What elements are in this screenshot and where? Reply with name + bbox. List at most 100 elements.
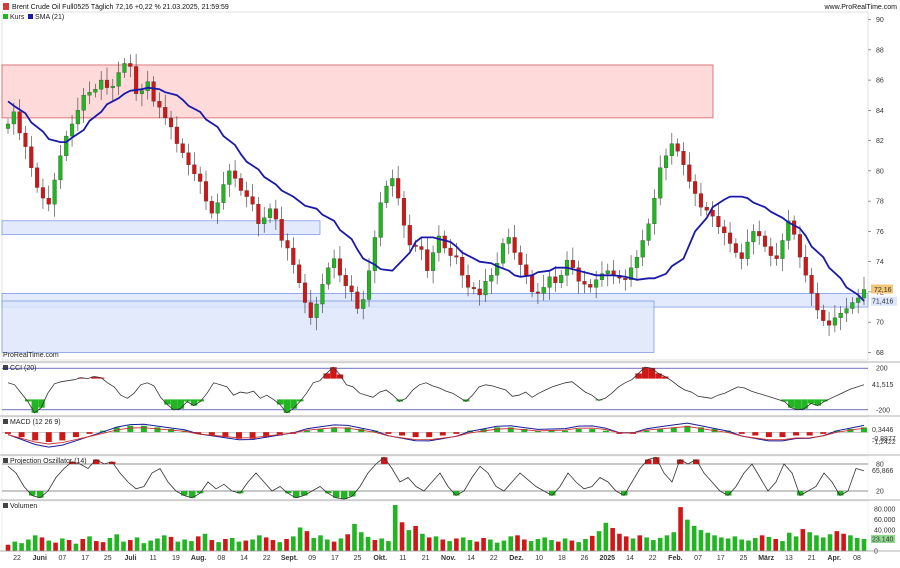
candle-103 (605, 270, 610, 274)
cci-title-icon (3, 365, 8, 370)
candle-49 (291, 247, 296, 265)
cci-fill-50 (336, 374, 344, 379)
cci-fill-59 (396, 399, 404, 402)
macd-hist-36 (494, 427, 501, 433)
volume-bar-60 (413, 525, 418, 551)
candle-37 (221, 184, 226, 203)
macd-title: MACD (12 26 9) (10, 419, 61, 426)
projection-fill-35 (285, 491, 292, 494)
candle-142 (832, 317, 837, 326)
volume-bar-9 (66, 540, 72, 551)
projection-fill-86 (693, 459, 700, 464)
candle-116 (681, 151, 686, 165)
macd-hist-49 (670, 427, 677, 433)
macd-signal-line (7, 426, 865, 445)
candle-100 (588, 284, 593, 288)
volume-tick-40.000: 40.000 (874, 528, 896, 535)
macd-hist-42 (575, 429, 582, 433)
brand-label[interactable]: www.ProRealTime.com (824, 4, 898, 11)
volume-bar-55 (379, 538, 384, 551)
candle-6 (40, 187, 45, 199)
volume-bar-122 (834, 531, 840, 551)
candle-11 (70, 123, 75, 137)
volume-bar-86 (589, 535, 595, 551)
macd-hist-24 (331, 427, 338, 433)
candle-109 (640, 240, 645, 258)
candle-25 (151, 81, 156, 102)
x-tick-label-5: Juli (124, 555, 136, 562)
volume-bar-35 (243, 540, 249, 551)
cci-fill-117 (781, 399, 788, 402)
sma-value-label: 71,416 (872, 299, 894, 306)
macd-panel[interactable]: MACD (12 26 9) 0,3446 -0,8877-1,2422 (0, 415, 900, 456)
candle-30 (180, 143, 185, 153)
volume-bar-124 (848, 535, 853, 551)
volume-bar-25 (175, 541, 181, 551)
candle-97 (570, 259, 575, 268)
candle-4 (29, 146, 34, 168)
volume-bar-118 (807, 532, 812, 551)
projection-fill-42 (341, 491, 348, 500)
x-tick-label-31: 17 (717, 555, 725, 562)
x-tick-label-34: 13 (785, 555, 793, 562)
candle-92 (541, 287, 546, 294)
macd-hist-23 (317, 429, 324, 433)
cci-fill-97 (648, 368, 656, 379)
volume-bar-80 (549, 540, 554, 551)
candle-138 (809, 275, 814, 294)
volume-bar-13 (94, 541, 99, 551)
x-tick-label-7: 19 (172, 555, 180, 562)
x-tick-label-12: Sept. (281, 555, 298, 562)
volume-bar-52 (358, 532, 364, 551)
cci-fill-41 (277, 399, 284, 405)
volume-bar-108 (739, 539, 745, 551)
volume-bar-4 (32, 535, 38, 551)
candle-132 (774, 255, 779, 259)
candle-18 (110, 85, 115, 88)
macd-hist-20 (276, 432, 283, 436)
candles (5, 53, 867, 336)
volume-bar-72 (494, 542, 500, 551)
volume-bar-29 (202, 533, 208, 551)
volume-bar-116 (793, 536, 799, 551)
macd-hist-10 (140, 425, 147, 433)
candle-64 (378, 202, 383, 238)
candle-106 (623, 278, 628, 280)
candle-17 (104, 79, 110, 88)
volume-bar-97 (664, 535, 670, 551)
candle-84 (495, 263, 500, 276)
x-tick-label-32: 25 (740, 555, 748, 562)
macd-last-label-2: -1,2422 (872, 439, 896, 446)
x-tick-label-23: 10 (535, 555, 543, 562)
candle-119 (698, 193, 704, 208)
candle-54 (320, 284, 325, 305)
volume-bar-102 (698, 530, 704, 551)
macd-hist-9 (127, 425, 134, 433)
macd-hist-60 (820, 432, 827, 434)
y-tick-label-82: 82 (876, 138, 884, 145)
sma-value-box (871, 296, 897, 306)
volume-bar-65 (447, 541, 452, 551)
volume-bar-48 (331, 541, 337, 551)
x-tick-label-30: 07 (694, 555, 702, 562)
projection-fill-41 (333, 491, 340, 498)
candle-146 (856, 297, 861, 303)
x-tick-label-20: 14 (467, 555, 475, 562)
volume-last-label: 23.140 (872, 536, 894, 543)
projection-panel[interactable]: Projection Oszillator (14) 80 20 65,866 (0, 454, 900, 501)
candle-79 (465, 275, 471, 288)
volume-bar-61 (420, 533, 425, 551)
candle-36 (215, 202, 220, 214)
volume-bar-15 (107, 537, 113, 551)
candle-51 (302, 282, 308, 303)
candle-90 (530, 275, 535, 293)
volume-bar-2 (19, 543, 24, 551)
macd-hist-54 (738, 432, 745, 434)
candle-60 (355, 291, 360, 309)
cci-fill-29 (197, 399, 204, 402)
macd-hist-29 (399, 432, 406, 436)
volume-bar-112 (766, 536, 772, 551)
